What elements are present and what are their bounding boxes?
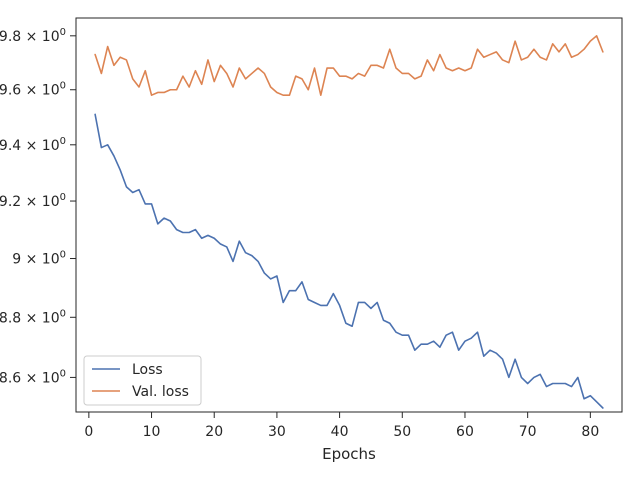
- y-tick-label: 9.4 × 100: [0, 136, 66, 154]
- y-tick-label: 9.2 × 100: [0, 192, 66, 210]
- x-tick-label: 50: [393, 424, 411, 440]
- x-tick-label: 40: [331, 424, 349, 440]
- y-tick-label: 8.6 × 100: [0, 368, 66, 386]
- x-tick-label: 10: [143, 424, 161, 440]
- legend-label-1: Val. loss: [132, 384, 189, 400]
- series-layer: [94, 35, 604, 409]
- x-tick-label: 60: [456, 424, 474, 440]
- x-axis: 0 10 20 30 40 50 60 70 80: [84, 412, 599, 440]
- x-tick-label: 0: [84, 424, 93, 440]
- series-line-0: [94, 113, 604, 409]
- y-tick-label: 9.6 × 100: [0, 81, 66, 99]
- y-tick-label: 9 × 100: [12, 250, 66, 268]
- y-tick-label: 8.8 × 100: [0, 308, 66, 326]
- x-tick-label: 30: [268, 424, 286, 440]
- y-axis: 8.6 × 100 8.8 × 100 9 × 100 9.2 × 100 9.4 × …: [0, 27, 76, 386]
- series-line-1: [94, 35, 604, 96]
- x-tick-label: 20: [205, 424, 223, 440]
- x-axis-label: Epochs: [322, 445, 376, 463]
- x-tick-label: 70: [519, 424, 537, 440]
- y-tick-label: 9.8 × 100: [0, 27, 66, 45]
- legend: Loss Val. loss: [83, 355, 202, 406]
- x-tick-label: 80: [581, 424, 599, 440]
- legend-label-0: Loss: [132, 362, 163, 378]
- plot-area: [75, 17, 623, 413]
